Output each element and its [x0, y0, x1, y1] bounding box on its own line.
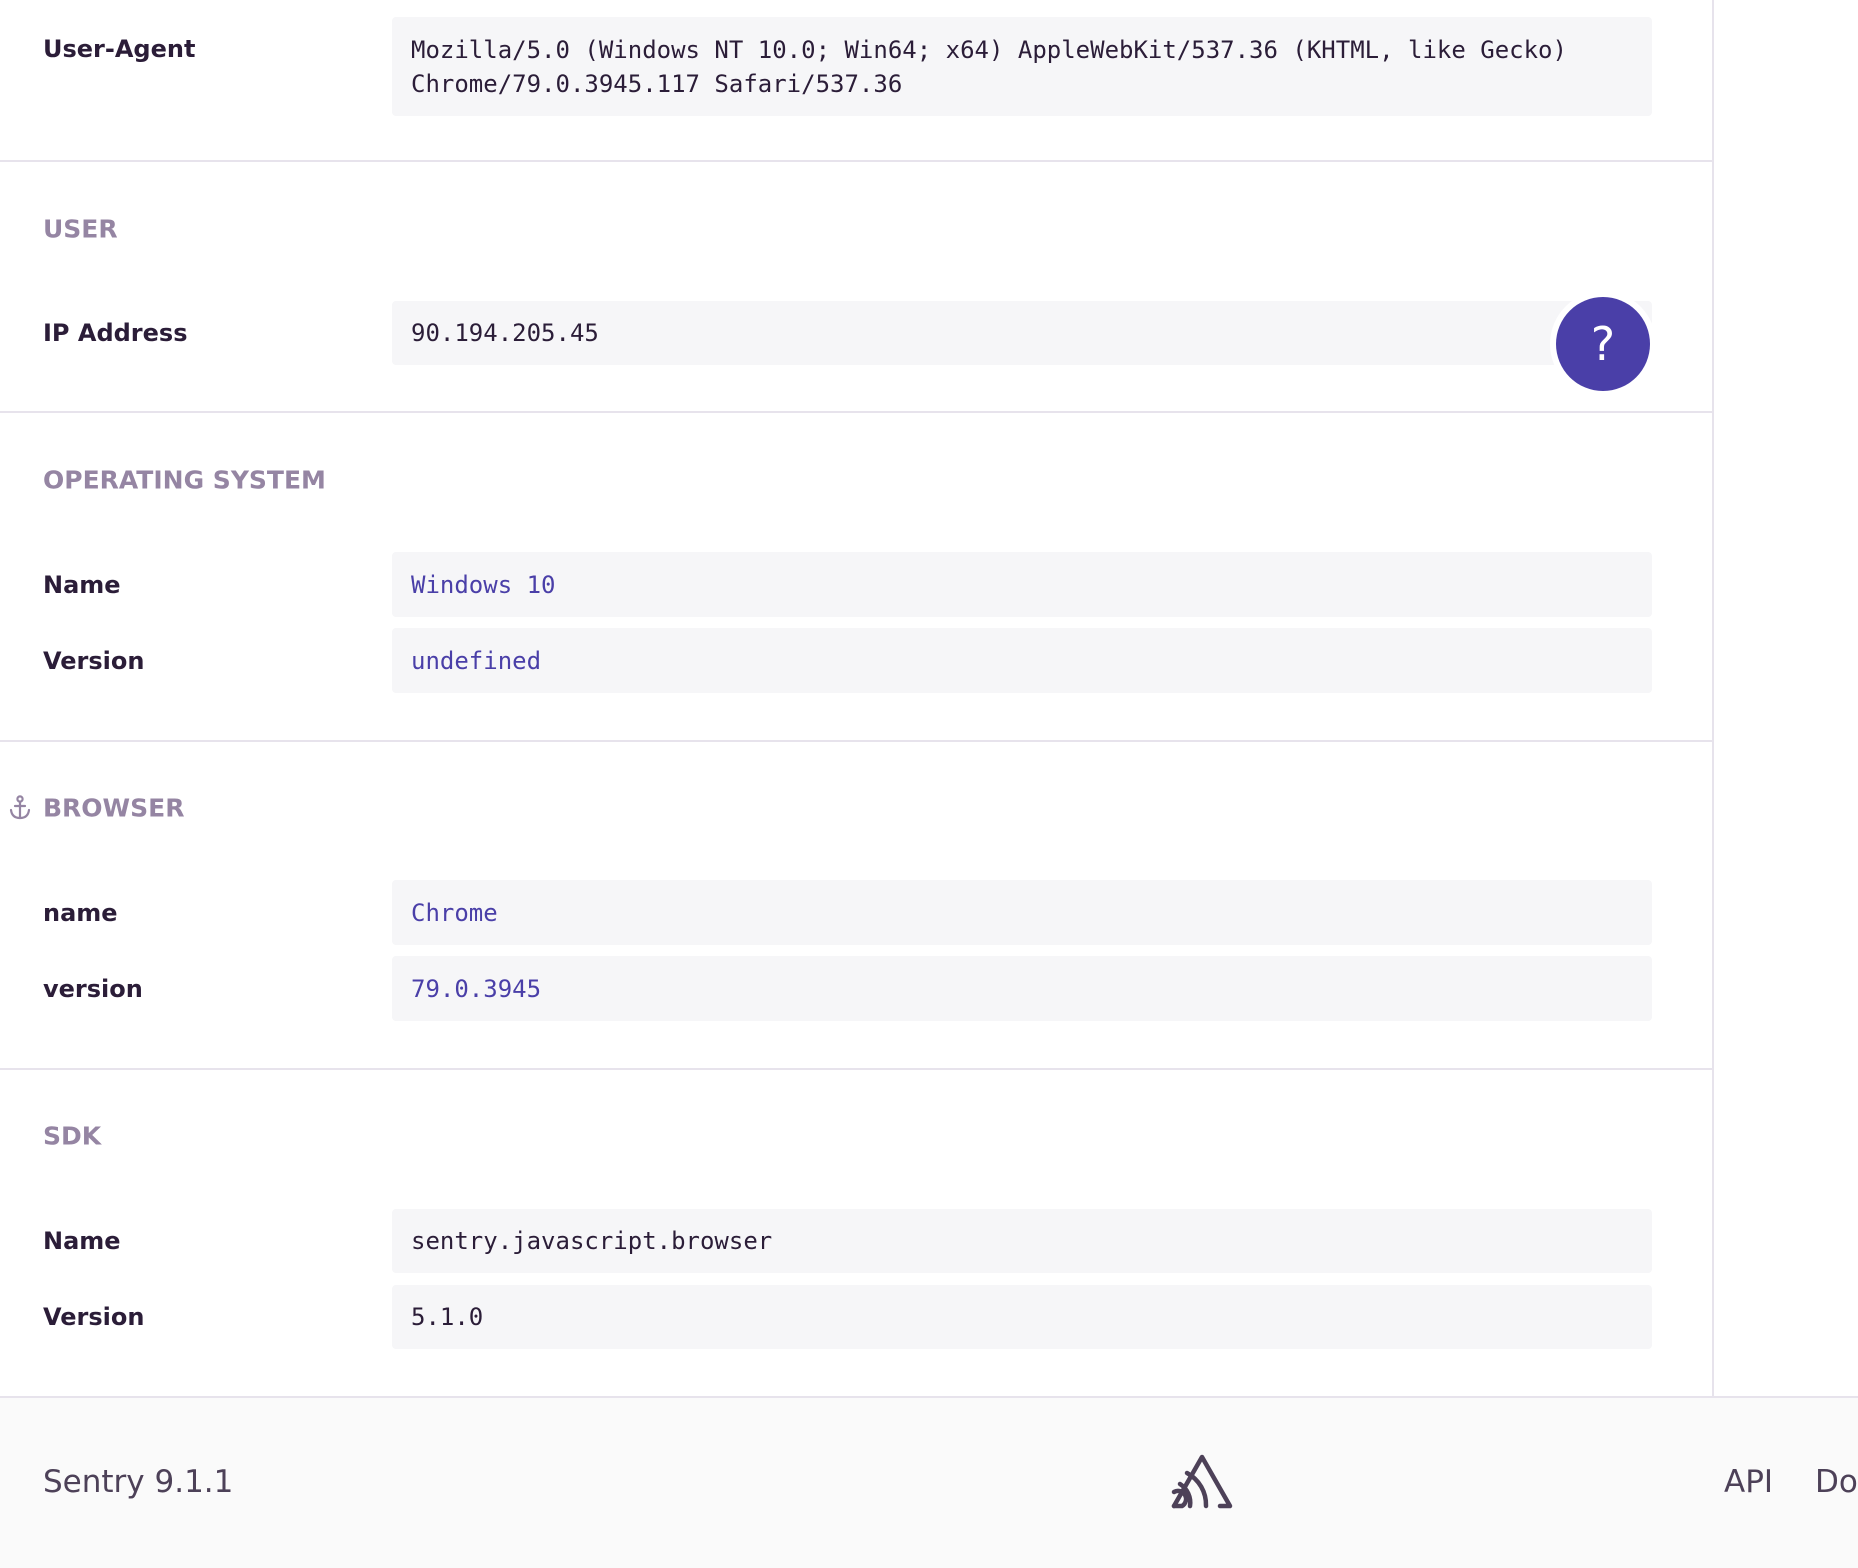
- help-button[interactable]: ?: [1556, 297, 1650, 391]
- footer: Sentry 9.1.1 API Docs: [0, 1396, 1858, 1568]
- anchor-icon[interactable]: [8, 795, 32, 821]
- field-value: 5.1.0: [392, 1285, 1652, 1349]
- field-label: version: [43, 975, 143, 1003]
- footer-link[interactable]: API: [1724, 1464, 1774, 1500]
- field-label: User-Agent: [43, 35, 196, 63]
- field-value[interactable]: undefined: [392, 628, 1652, 693]
- section-heading: OPERATING SYSTEM: [43, 465, 326, 495]
- footer-link[interactable]: Docs: [1815, 1464, 1858, 1500]
- divider: [0, 160, 1712, 162]
- section-heading: USER: [43, 214, 118, 244]
- field-value: sentry.javascript.browser: [392, 1209, 1652, 1273]
- field-value[interactable]: Chrome: [392, 880, 1652, 945]
- field-label: Version: [43, 647, 145, 675]
- sentry-logo[interactable]: [1170, 1452, 1234, 1510]
- field-label: Name: [43, 571, 121, 599]
- version-text: Sentry 9.1.1: [43, 1464, 234, 1500]
- field-value: 90.194.205.45: [392, 301, 1652, 365]
- field-value[interactable]: 79.0.3945: [392, 956, 1652, 1021]
- content-border: [1712, 0, 1714, 1396]
- field-label: name: [43, 899, 118, 927]
- divider: [0, 1068, 1712, 1070]
- field-value: Mozilla/5.0 (Windows NT 10.0; Win64; x64…: [392, 17, 1652, 116]
- divider: [0, 740, 1712, 742]
- field-label: IP Address: [43, 319, 188, 347]
- field-label: Name: [43, 1227, 121, 1255]
- divider: [0, 411, 1712, 413]
- field-value[interactable]: Windows 10: [392, 552, 1652, 617]
- section-heading: BROWSER: [43, 793, 185, 823]
- field-label: Version: [43, 1303, 145, 1331]
- section-heading: SDK: [43, 1121, 102, 1151]
